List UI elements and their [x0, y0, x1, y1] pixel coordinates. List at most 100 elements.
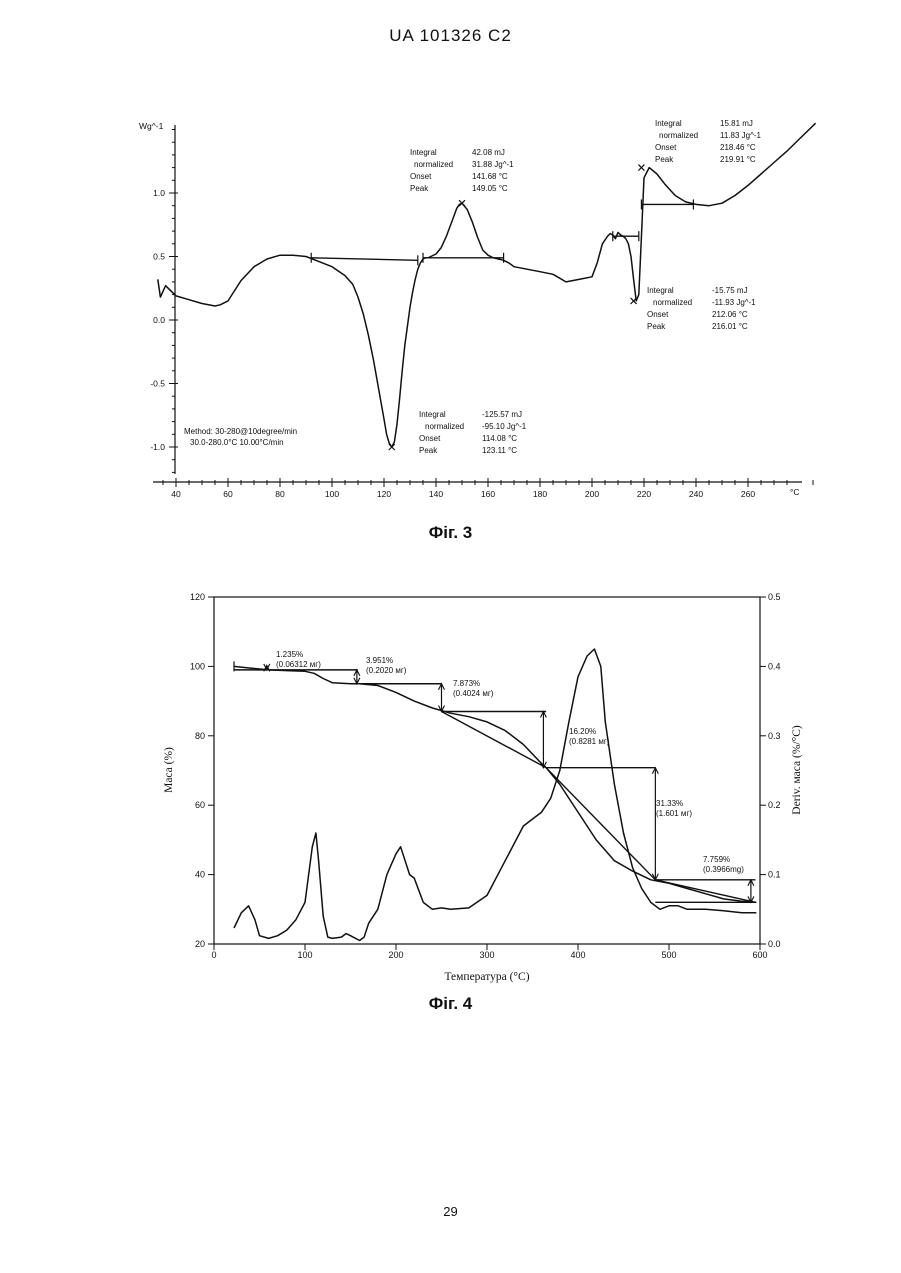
y-tick-label: 100 [190, 661, 205, 671]
ann-value: 216.01 °C [712, 322, 748, 331]
step-percent: 16.20% [569, 727, 596, 736]
ann-value: -95.10 Jg^-1 [482, 422, 527, 431]
ann-label: Onset [655, 143, 677, 152]
step-percent: 7.759% [703, 855, 730, 864]
ann-value: -15.75 mJ [712, 286, 748, 295]
y-tick-label: 0.5 [153, 252, 165, 262]
y-tick-label: -0.5 [150, 379, 165, 389]
y-tick-label: 80 [195, 731, 205, 741]
y2-tick-label: 0.3 [768, 731, 781, 741]
step-percent: 7.873% [453, 679, 480, 688]
ann-label: Peak [647, 322, 666, 331]
x-unit-label: °C [790, 487, 800, 497]
ann-value: 42.08 mJ [472, 148, 505, 157]
x-tick-label: 260 [741, 489, 755, 499]
peak-marker [389, 444, 395, 450]
grid: 0100200300400500600204060801001200.00.10… [190, 592, 781, 960]
step-mass: (0.06312 мг) [276, 660, 321, 669]
x-tick-label: 300 [479, 950, 494, 960]
x-tick-label: 400 [570, 950, 585, 960]
step-mass: (1.601 мг) [656, 809, 692, 818]
step-percent: 3.951% [366, 656, 393, 665]
x-tick-label: 200 [585, 489, 599, 499]
y-axis-label: Маса (%) [163, 747, 175, 793]
tangent-line [655, 880, 755, 903]
dsc-chart: Wg^-1 °C 4060801001201401601802002202402… [130, 112, 820, 502]
y2-tick-label: 0.5 [768, 592, 781, 602]
peak-marker [459, 200, 465, 206]
ann-label: Integral [647, 286, 674, 295]
x-tick-label: 40 [171, 489, 181, 499]
method-line: 30.0-280.0°C 10.00°C/min [190, 438, 284, 447]
baselines [311, 199, 693, 265]
ann-value: 31.88 Jg^-1 [472, 160, 514, 169]
y-tick-label: 20 [195, 939, 205, 949]
ann-label: Integral [419, 410, 446, 419]
y-tick-label: 40 [195, 870, 205, 880]
step-annotation: 7.759%(0.3966mg) [655, 855, 755, 902]
ann-label: Onset [410, 172, 432, 181]
ann-label: Onset [419, 434, 441, 443]
y-tick-label: 1.0 [153, 188, 165, 198]
x-tick-label: 60 [223, 489, 233, 499]
y-tick-label: 60 [195, 800, 205, 810]
ann-value: 218.46 °C [720, 143, 756, 152]
step-mass: (0.3966mg) [703, 865, 744, 874]
x-tick-label: 100 [297, 950, 312, 960]
ann-label: Integral [655, 119, 682, 128]
y2-tick-label: 0.0 [768, 939, 781, 949]
step-annotation: 16.20%(0.8281 мг) [540, 712, 655, 768]
y2-axis-label: Deriv. маса (%/°C) [791, 725, 803, 815]
ann-label: normalized [653, 298, 692, 307]
baseline [311, 258, 418, 261]
x-tick-label: 120 [377, 489, 391, 499]
ann-value: 15.81 mJ [720, 119, 753, 128]
y2-tick-label: 0.4 [768, 661, 781, 671]
x-tick-label: 180 [533, 489, 547, 499]
x-tick-label: 600 [752, 950, 767, 960]
ann-label: normalized [659, 131, 698, 140]
x-tick-label: 140 [429, 489, 443, 499]
ann-value: 149.05 °C [472, 184, 508, 193]
ann-label: Onset [647, 310, 669, 319]
method-note: Method: 30-280@10degree/min 30.0-280.0°C… [184, 427, 297, 447]
ann-label: Integral [410, 148, 437, 157]
step-mass: (0.8281 мг) [569, 737, 610, 746]
page-number: 29 [0, 1204, 901, 1219]
x-tick-label: 100 [325, 489, 339, 499]
x-tick-label: 80 [275, 489, 285, 499]
method-line: Method: 30-280@10degree/min [184, 427, 297, 436]
step-annotation: 3.951%(0.2020 мг) [354, 656, 442, 684]
ann-label: Peak [655, 155, 674, 164]
y-axis-label: Wg^-1 [139, 121, 164, 131]
annotation-peak-219: Integral normalized Onset Peak 15.81 mJ … [655, 119, 762, 164]
ann-value: -11.93 Jg^-1 [712, 298, 756, 307]
ann-value: 219.91 °C [720, 155, 756, 164]
x-tick-label: 500 [661, 950, 676, 960]
x-tick-label: 200 [388, 950, 403, 960]
ann-label: Peak [410, 184, 429, 193]
y2-tick-label: 0.1 [768, 870, 781, 880]
x-axis-label: Температура (°C) [444, 971, 529, 983]
ann-value: 123.11 °C [482, 446, 517, 455]
ann-value: 141.68 °C [472, 172, 508, 181]
peak-marker [638, 165, 644, 171]
annotation-peak-149: Integral normalized Onset Peak 42.08 mJ … [410, 148, 514, 193]
ann-value: 114.08 °C [482, 434, 517, 443]
tga-chart: 0100200300400500600204060801001200.00.10… [150, 585, 820, 995]
mass-curve [234, 666, 756, 902]
step-percent: 1.235% [276, 650, 303, 659]
figure-3-caption: Фіг. 3 [0, 523, 901, 543]
step-percent: 31.33% [656, 799, 683, 808]
ann-label: Peak [419, 446, 438, 455]
tangent-line [442, 712, 547, 768]
annotation-peak-216: Integral normalized Onset Peak -15.75 mJ… [647, 286, 756, 331]
ann-value: 212.06 °C [712, 310, 748, 319]
step-mass: (0.4024 мг) [453, 689, 494, 698]
ann-label: normalized [425, 422, 464, 431]
figure-4-caption: Фіг. 4 [0, 994, 901, 1014]
x-tick-label: 0 [211, 950, 216, 960]
y2-tick-label: 0.2 [768, 800, 781, 810]
y-tick-label: 0.0 [153, 315, 165, 325]
ann-label: normalized [414, 160, 453, 169]
